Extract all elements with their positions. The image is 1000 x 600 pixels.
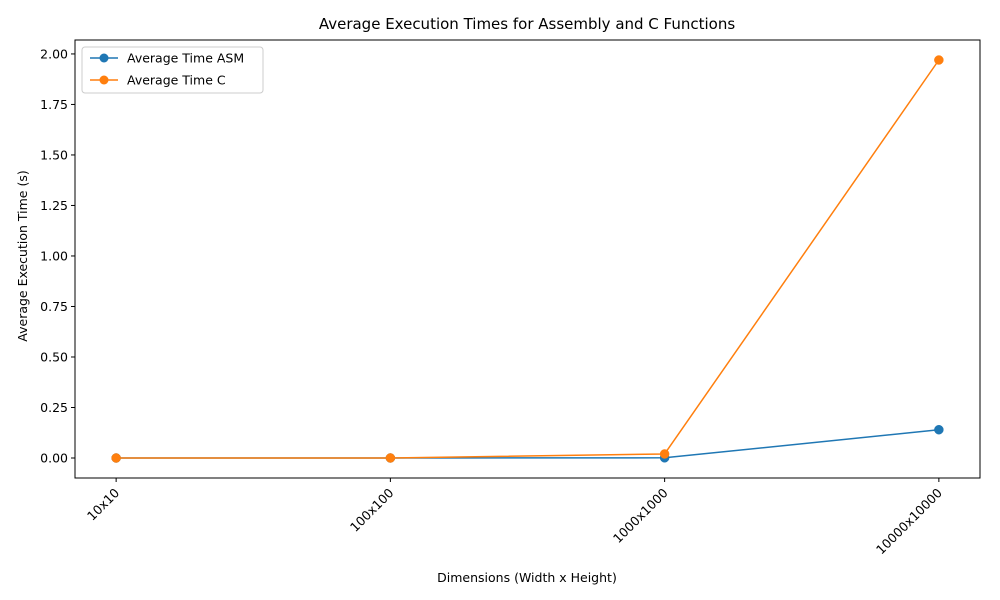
y-tick-label: 2.00 (40, 46, 68, 61)
data-point-c (385, 453, 396, 463)
y-axis-label: Average Execution Time (s) (15, 170, 30, 341)
y-tick-label: 1.75 (40, 97, 68, 112)
series-line-c (116, 59, 940, 459)
axes-frame (74, 39, 981, 479)
y-tick-label: 1.00 (40, 248, 68, 263)
y-tick-label: 0.75 (40, 299, 68, 314)
data-point-c (659, 449, 670, 459)
chart-title: Average Execution Times for Assembly and… (319, 15, 736, 33)
x-axis-label: Dimensions (Width x Height) (437, 570, 617, 585)
legend-box (81, 46, 264, 94)
data-point-c (934, 55, 944, 65)
y-tick-label: 1.25 (40, 198, 68, 213)
data-point-asm (934, 424, 944, 435)
y-tick-label: 0.50 (40, 349, 68, 364)
y-tick-label: 0.00 (40, 450, 68, 465)
legend-label-asm: Average Time ASM (127, 51, 244, 66)
legend: Average Time ASM Average Time C (81, 46, 264, 94)
legend-label-c: Average Time C (127, 73, 226, 88)
data-point-c (111, 453, 121, 463)
legend-marker-asm (99, 53, 109, 63)
y-tick-label: 1.50 (40, 147, 68, 162)
legend-marker-c (99, 75, 109, 85)
y-tick-label: 0.25 (40, 400, 68, 415)
